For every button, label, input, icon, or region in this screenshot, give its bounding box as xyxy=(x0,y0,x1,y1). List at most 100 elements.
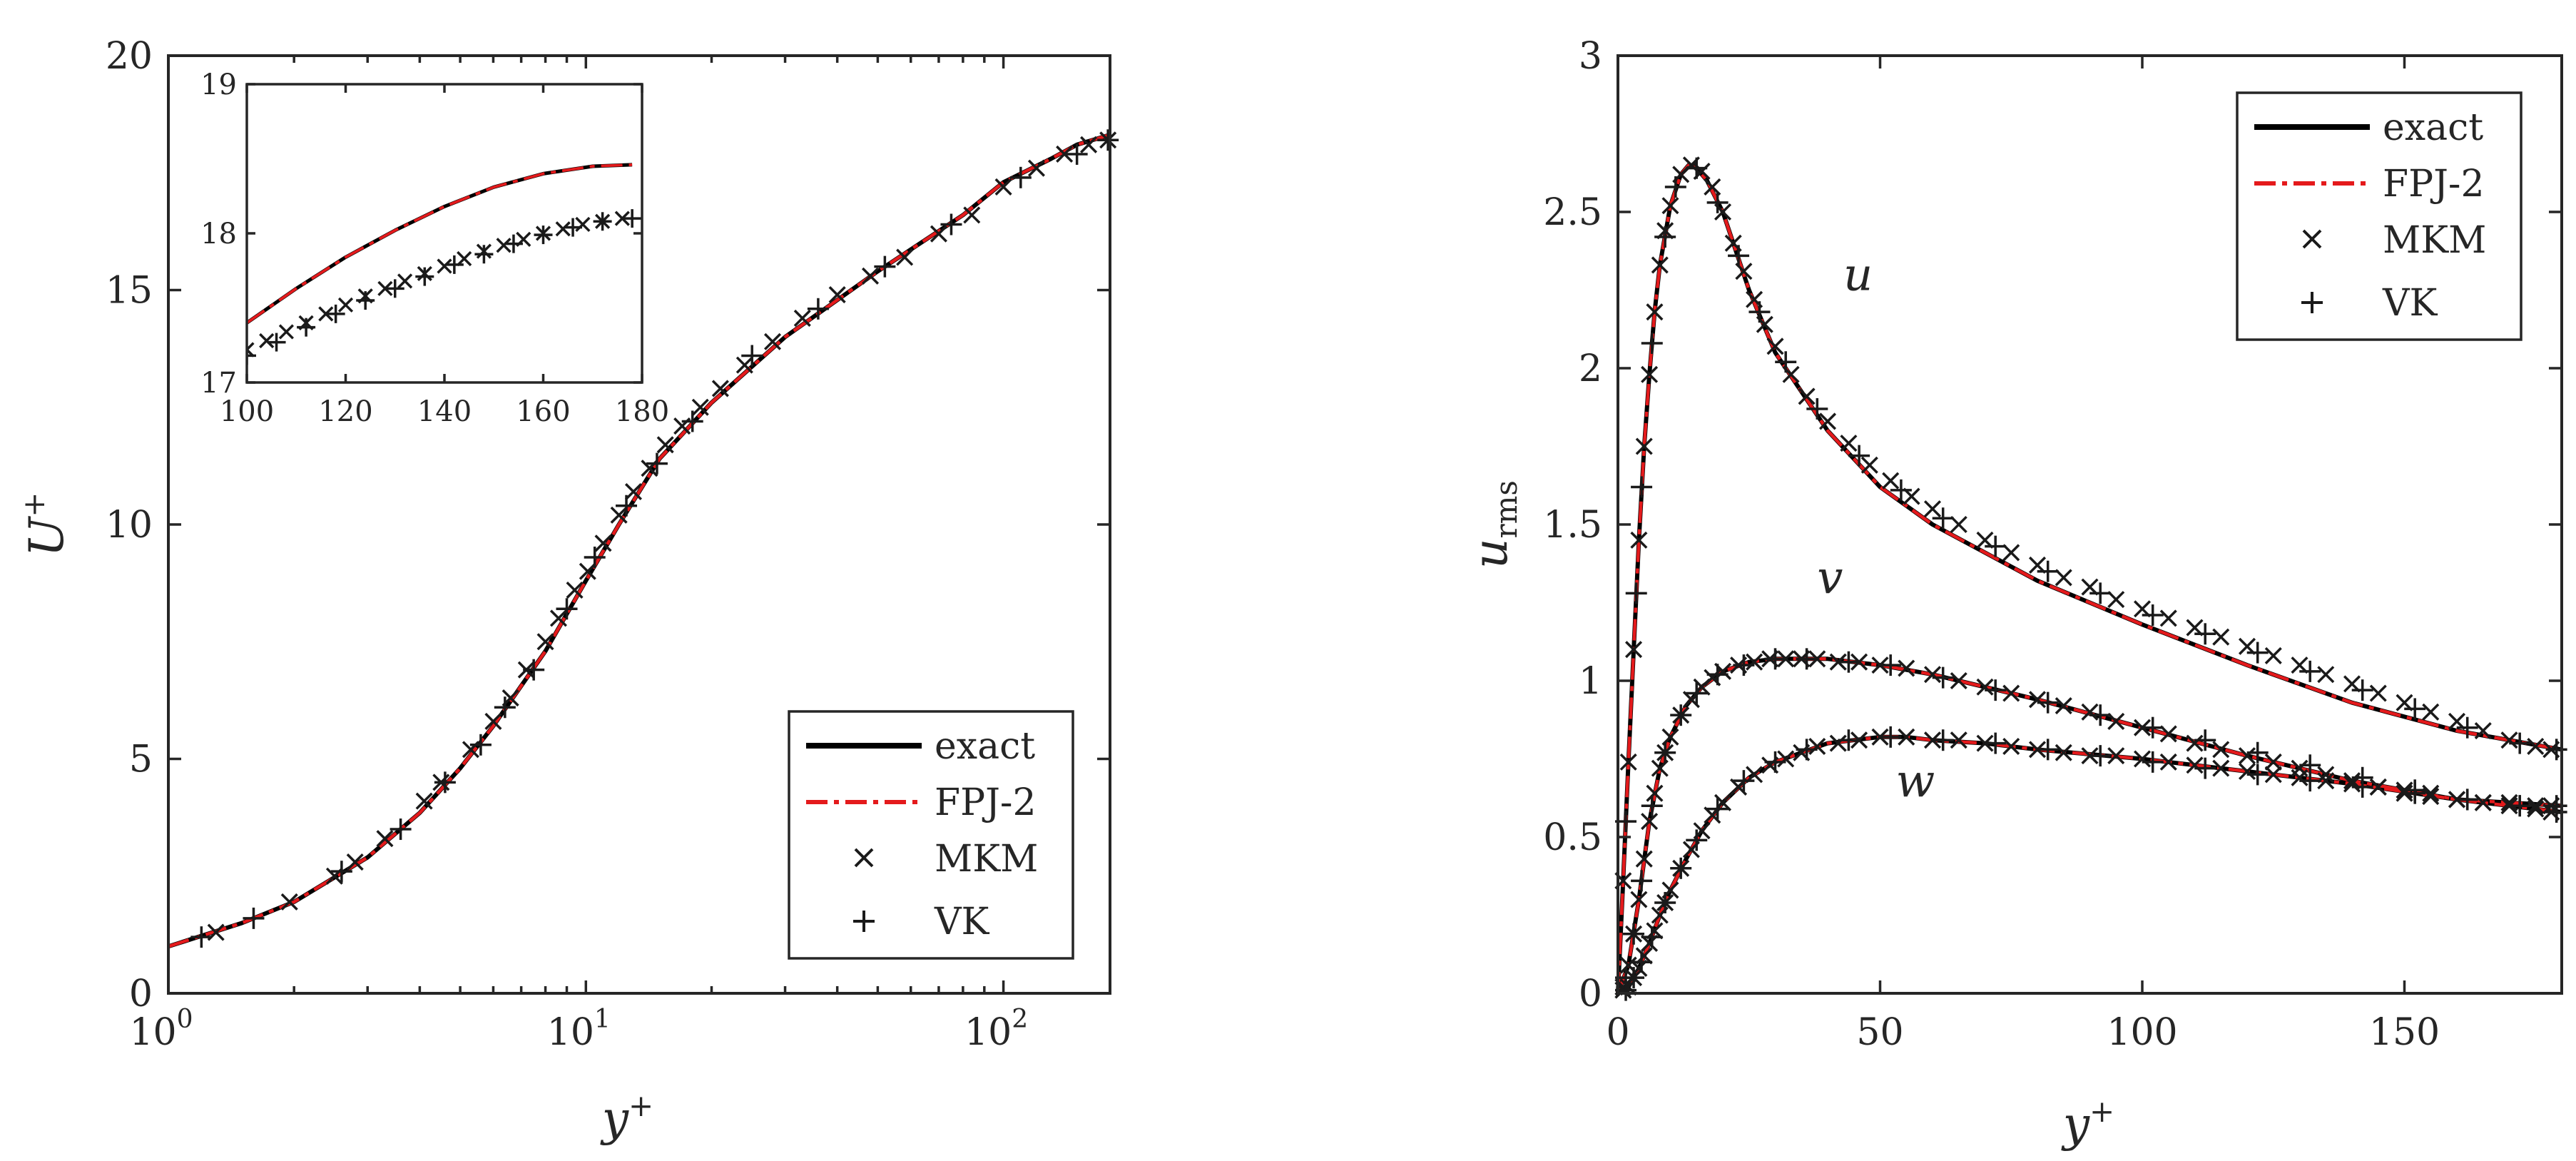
rms-velocity-marker-v-mkm xyxy=(1630,891,1648,908)
inset-line-fpj-2 xyxy=(247,163,633,324)
mean-velocity-marker-mkm xyxy=(346,853,364,871)
mean-velocity-marker-vk xyxy=(940,213,962,235)
mean-velocity-marker-mkm xyxy=(415,792,433,810)
mean-velocity-marker-mkm xyxy=(624,482,643,501)
rms-velocity-series xyxy=(1614,156,2567,1001)
annotation-w: w xyxy=(1896,755,1935,808)
rms-velocity-marker-u-vk xyxy=(1641,332,1663,354)
rms-velocity-marker-u-mkm xyxy=(1630,531,1648,549)
mean-velocity-marker-vk xyxy=(1009,166,1032,188)
rms-velocity-marker-w-vk xyxy=(1623,967,1645,989)
rms-velocity-marker-u-mkm xyxy=(1651,256,1669,274)
mean-velocity-marker-mkm xyxy=(828,286,846,304)
rms-velocity-marker-w-vk xyxy=(2194,757,2216,779)
rms-velocity-marker-w-vk xyxy=(1880,726,1902,748)
inset-marker-vk xyxy=(593,212,612,231)
rms-velocity-marker-u-mkm xyxy=(1619,753,1637,771)
rms-velocity-marker-w-vk xyxy=(2246,764,2269,786)
inset-series-group xyxy=(247,163,642,365)
mean-velocity-legend: exact FPJ-2 MKM VK xyxy=(788,710,1074,960)
rms-velocity-marker-w-mkm xyxy=(2422,784,2440,802)
rms-velocity-marker-v-vk xyxy=(2246,741,2269,764)
legend-label-fpj: FPJ-2 xyxy=(2383,163,2485,206)
annotation-u: u xyxy=(1843,249,1873,302)
rms-velocity-marker-v-vk xyxy=(1838,651,1860,673)
mean-velocity-marker-vk xyxy=(190,926,213,948)
inset-marker-vk xyxy=(385,279,404,298)
rms-velocity-marker-u-vk xyxy=(1806,397,1828,420)
mean-velocity-marker-mkm xyxy=(1027,159,1045,177)
rms-velocity-marker-v-mkm xyxy=(1923,666,1942,684)
mean-velocity-marker-mkm xyxy=(549,609,567,627)
rms-velocity-marker-v-vk xyxy=(1641,795,1663,817)
rms-velocity-marker-w-vk xyxy=(1733,770,1755,792)
inset-marker-vk xyxy=(356,291,375,310)
x-tick-label: 150 xyxy=(2369,1011,2440,1054)
mean-velocity-marker-mkm xyxy=(896,248,914,266)
rms-velocity-marker-u-mkm xyxy=(1860,456,1878,474)
inset-marker-mkm xyxy=(437,258,452,274)
y-tick-label: 15 xyxy=(106,270,153,313)
rms-velocity-marker-w-vk xyxy=(1764,751,1786,773)
rms-velocity-marker-v-mkm xyxy=(1976,678,1994,696)
x-tick-label: 100 xyxy=(2107,1011,2177,1054)
rms-velocity-marker-w-vk xyxy=(2404,782,2426,804)
rms-velocity-marker-u-mkm xyxy=(2474,722,2492,740)
rms-velocity-marker-u-vk xyxy=(1654,226,1676,248)
x-tick-label: 101 xyxy=(547,1005,611,1054)
mean-velocity-marker-mkm xyxy=(994,178,1012,196)
inset-marker-mkm xyxy=(259,333,275,349)
y-tick-label: 1.5 xyxy=(1543,504,1602,547)
rms-velocity-chart: 0 0.5 1 1.5 2 2.5 3 0 50 100 150 y+ urms u v w exa… xyxy=(1463,35,2567,1152)
legend-label-exact: exact xyxy=(935,725,1035,768)
inset-marker-mkm xyxy=(278,324,294,340)
rms-velocity-marker-u-mkm xyxy=(1646,303,1664,321)
rms-velocity-marker-v-mkm xyxy=(2212,741,2230,759)
rms-velocity-marker-u-vk xyxy=(1890,479,1912,501)
legend-mkm-marker xyxy=(2302,229,2322,249)
rms-velocity-marker-w-vk xyxy=(1838,729,1860,751)
inset-marker-mkm xyxy=(575,216,591,233)
rms-velocity-marker-v-mkm xyxy=(1635,850,1653,868)
mean-velocity-marker-mkm xyxy=(735,356,753,374)
mean-velocity-marker-vk xyxy=(681,410,703,432)
rms-velocity-ticks: 0 0.5 1 1.5 2 2.5 3 0 50 100 150 xyxy=(1543,35,2562,1054)
rms-velocity-marker-u-vk xyxy=(1728,245,1750,267)
inset-marker-mkm xyxy=(377,280,393,296)
inset-y-tick-label: 17 xyxy=(200,367,237,400)
rms-velocity-marker-v-mkm xyxy=(2264,753,2282,771)
rms-velocity-marker-u-mkm xyxy=(1818,412,1837,430)
rms-velocity-marker-v-mkm xyxy=(1646,784,1664,802)
rms-velocity-marker-w-mkm xyxy=(1950,731,1967,749)
rms-velocity-marker-v-vk xyxy=(1796,648,1818,670)
rms-velocity-marker-v-vk xyxy=(2037,691,2059,714)
mean-velocity-marker-vk xyxy=(243,907,265,929)
rms-velocity-marker-u-mkm xyxy=(2212,628,2230,646)
rms-velocity-marker-w-vk xyxy=(1670,857,1692,879)
mean-velocity-x-axis-label: y+ xyxy=(600,1088,654,1146)
rms-velocity-marker-v-mkm xyxy=(1746,653,1763,671)
y-tick-label: 3 xyxy=(1579,35,1602,78)
rms-velocity-marker-w-mkm xyxy=(2317,772,2335,790)
rms-velocity-marker-w-mkm xyxy=(1777,750,1795,768)
inset-marker-vk xyxy=(267,333,286,352)
rms-velocity-marker-u-vk xyxy=(1625,582,1647,604)
rms-velocity-marker-u-vk xyxy=(1706,191,1729,213)
y-tick-label: 2.5 xyxy=(1543,191,1602,234)
rms-velocity-marker-u-mkm xyxy=(2500,731,2518,749)
rms-velocity-marker-w-vk xyxy=(2456,789,2478,811)
rms-velocity-marker-v-vk xyxy=(1706,664,1729,686)
rms-velocity-marker-w-mkm xyxy=(2500,794,2518,811)
rms-velocity-marker-v-mkm xyxy=(1641,813,1659,831)
inset-marker-mkm xyxy=(614,211,630,226)
y-tick-label: 5 xyxy=(129,739,153,781)
inset-marker-vk xyxy=(564,218,583,237)
rms-velocity-marker-u-vk xyxy=(2089,582,2112,604)
mean-velocity-marker-mkm xyxy=(763,333,782,350)
inset-marker-vk xyxy=(444,255,464,274)
mean-velocity-marker-mkm xyxy=(861,267,880,285)
inset-ticks: 17 18 19 100 120 140 160 180 xyxy=(200,69,669,428)
rms-velocity-marker-w-mkm xyxy=(2343,775,2361,793)
inset-marker-vk xyxy=(534,225,553,245)
inset-marker-mkm xyxy=(555,221,571,237)
